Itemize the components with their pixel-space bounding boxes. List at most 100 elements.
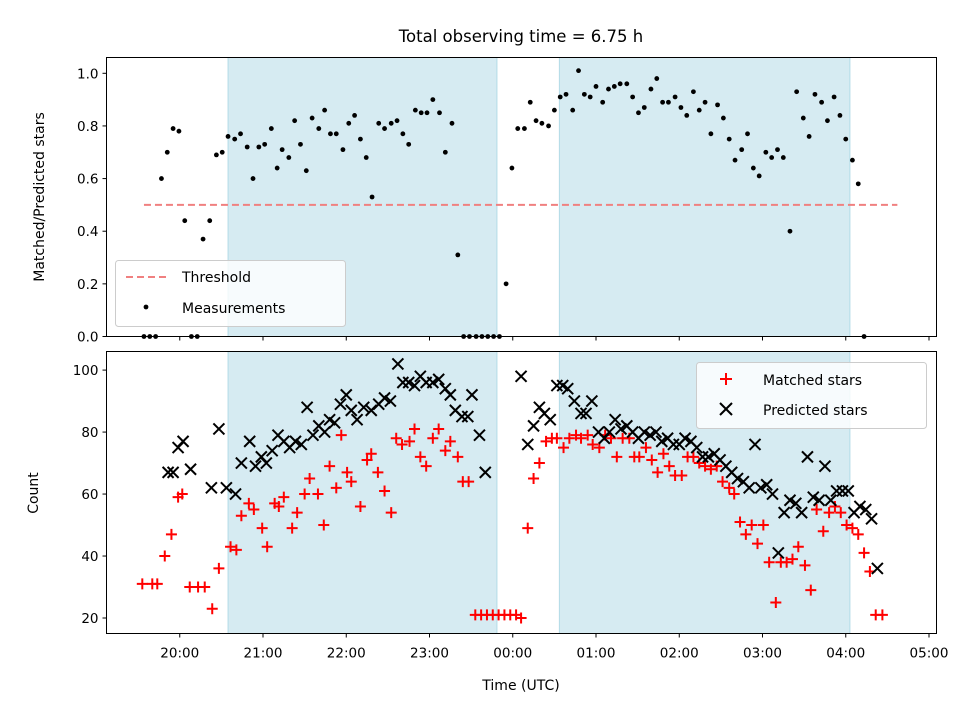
measurement-point <box>219 149 225 155</box>
predicted-star-point <box>334 397 347 411</box>
matched-star-point <box>811 504 823 516</box>
measurement-point <box>691 89 696 95</box>
measurement-point <box>750 165 756 171</box>
bottom-y-tick-label: 80 <box>81 425 98 441</box>
matched-star-point <box>291 507 303 519</box>
matched-star-point <box>858 547 870 559</box>
predicted-star-point <box>696 450 709 464</box>
measurement-point <box>527 99 533 105</box>
matched-star-point <box>452 451 464 463</box>
measurement-point <box>298 141 303 147</box>
top-legend: Threshold Measurements <box>115 260 346 327</box>
measurement-point <box>376 120 382 126</box>
measurement-point <box>850 157 855 163</box>
measurement-point <box>794 89 800 95</box>
matched-star-point <box>312 488 324 500</box>
predicted-star-point <box>754 481 768 495</box>
top-y-tick-label: 0.4 <box>77 224 98 240</box>
measurement-point <box>363 155 369 160</box>
matched-star-point <box>278 491 290 503</box>
predicted-star-point <box>859 503 872 516</box>
bottom-x-tick-label: 04:00 <box>826 646 865 662</box>
measurement-point <box>346 120 352 126</box>
matched-star-point <box>361 454 373 466</box>
matched-star-point <box>304 473 316 485</box>
matched-star-point <box>841 519 853 531</box>
predicted-star-point <box>585 394 599 408</box>
measurement-point <box>418 110 424 116</box>
matched-star-point <box>341 466 353 478</box>
predicted-star-point <box>760 478 773 491</box>
predicted-star-point <box>772 546 785 560</box>
bottom-y-tick-label: 60 <box>81 487 98 503</box>
matched-star-point <box>723 482 735 494</box>
top-y-tick-label: 1.0 <box>77 66 98 82</box>
bottom-x-tick-label: 21:00 <box>244 646 283 662</box>
predicted-star-point <box>544 413 557 426</box>
bottom-y-axis-label: Count <box>26 472 42 514</box>
measurement-point <box>176 128 182 134</box>
measurement-point <box>557 94 563 100</box>
matched-star-point <box>225 541 237 553</box>
measurement-point <box>238 131 243 137</box>
measurement-point <box>424 110 430 116</box>
measurement-point <box>515 126 521 131</box>
measurement-point <box>660 99 666 105</box>
predicted-star-point <box>357 401 370 414</box>
predicted-star-point <box>830 484 843 498</box>
matched-star-point <box>439 445 451 457</box>
matched-star-point <box>687 451 699 463</box>
matched-star-point <box>248 504 260 516</box>
predicted-star-point <box>289 435 302 448</box>
predicted-star-point <box>345 404 358 417</box>
predicted-star-point <box>690 441 703 454</box>
measurement-point <box>388 120 394 126</box>
measurement-point <box>333 131 339 137</box>
matched-star-point <box>136 578 148 590</box>
matched-star-point <box>611 451 623 463</box>
measurement-point <box>708 131 714 137</box>
predicted-star-point <box>818 459 832 473</box>
matched-star-point <box>587 438 599 450</box>
measurement-point <box>684 113 690 118</box>
predicted-star-point <box>527 419 540 433</box>
matched-star-point <box>646 454 658 466</box>
predicted-star-point <box>461 410 475 423</box>
matched-star-point <box>345 476 357 488</box>
top-y-tick-label: 0.8 <box>77 119 98 135</box>
matched-star-point <box>318 519 330 531</box>
predicted-star-point <box>220 481 233 495</box>
measurements-series <box>141 68 867 339</box>
measurement-point <box>316 126 322 131</box>
measurement-point <box>533 118 539 124</box>
predicted-star-point <box>243 435 256 448</box>
matched-star-point <box>799 559 811 571</box>
measurement-point <box>726 136 732 142</box>
measurement-point <box>666 99 671 105</box>
predicted-star-point <box>444 388 457 402</box>
bottom-x-tick-label: 03:00 <box>743 646 782 662</box>
matched-star-point <box>846 522 858 534</box>
measurement-point <box>503 281 509 287</box>
predicted-star-point <box>205 481 218 495</box>
legend-predicted-label: Predicted stars <box>763 403 868 419</box>
measurement-point <box>611 84 617 89</box>
matched-star-point <box>235 510 247 522</box>
predicted-star-point <box>574 407 588 420</box>
bottom-y-tick-label: 100 <box>73 363 99 379</box>
measurement-point <box>787 228 793 234</box>
measurement-point <box>745 131 750 137</box>
measurement-point <box>262 141 268 147</box>
matched-star-point <box>372 466 384 478</box>
matched-star-point <box>528 473 540 485</box>
measurement-point <box>509 165 515 171</box>
matched-star-point <box>261 541 273 553</box>
bottom-x-tick-label: 02:00 <box>660 646 699 662</box>
measurement-point <box>756 173 762 179</box>
measurement-point <box>256 144 262 150</box>
matched-star-point <box>829 500 841 512</box>
measurement-point <box>182 218 188 224</box>
predicted-star-point <box>161 466 175 479</box>
matched-star-point <box>823 507 835 519</box>
predicted-star-point <box>748 438 762 451</box>
